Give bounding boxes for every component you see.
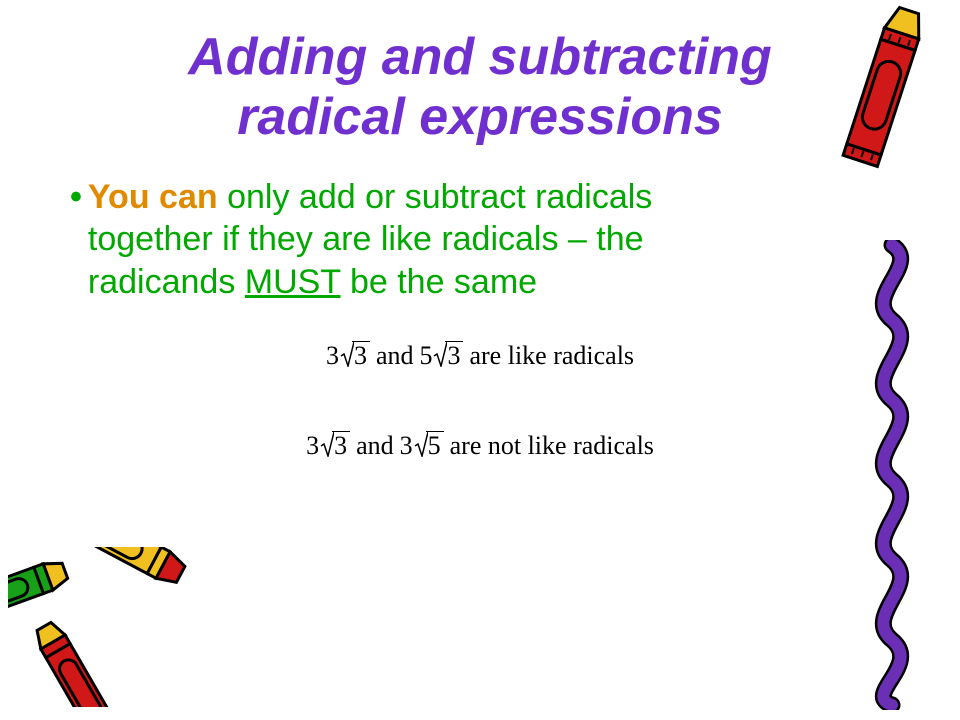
- radicand: 3: [445, 341, 463, 371]
- radical-symbol: 3: [320, 431, 350, 461]
- bullet-item: • You can only add or subtract radicals …: [60, 176, 900, 304]
- conj: and: [376, 341, 414, 371]
- bullet-rest2: be the same: [341, 263, 538, 301]
- slide: Adding and subtracting radical expressio…: [0, 0, 960, 720]
- must-span: MUST: [245, 263, 341, 301]
- radicand: 3: [332, 431, 350, 461]
- conj: and: [356, 431, 394, 461]
- coef: 3: [306, 431, 319, 461]
- radical-symbol: 3: [433, 341, 463, 371]
- coef: 5: [419, 341, 432, 371]
- radicand: 3: [352, 341, 370, 371]
- radical-term: 3 3: [326, 341, 370, 371]
- radical-term: 5 3: [419, 341, 463, 371]
- coef: 3: [400, 431, 413, 461]
- squiggle-icon: [852, 240, 932, 715]
- bullet-text: You can only add or subtract radicals to…: [88, 176, 780, 304]
- radical-symbol: 5: [414, 431, 444, 461]
- tail: are not like radicals: [450, 431, 654, 461]
- page-title: Adding and subtracting radical expressio…: [60, 28, 900, 148]
- coef: 3: [326, 341, 339, 371]
- crayons-icon: [8, 547, 238, 712]
- radical-symbol: 3: [340, 341, 370, 371]
- crayon-icon: [820, 0, 940, 205]
- radical-term: 3 5: [400, 431, 444, 461]
- examples-block: 3 3 and 5 3 are like radicals 3: [60, 341, 900, 461]
- you-can-span: You can: [88, 178, 218, 216]
- example-line-1: 3 3 and 5 3 are like radicals: [60, 341, 900, 371]
- example-line-2: 3 3 and 3 5 are not like radicals: [60, 431, 900, 461]
- radical-term: 3 3: [306, 431, 350, 461]
- tail: are like radicals: [469, 341, 634, 371]
- radicand: 5: [426, 431, 444, 461]
- bullet-dot: •: [70, 178, 82, 217]
